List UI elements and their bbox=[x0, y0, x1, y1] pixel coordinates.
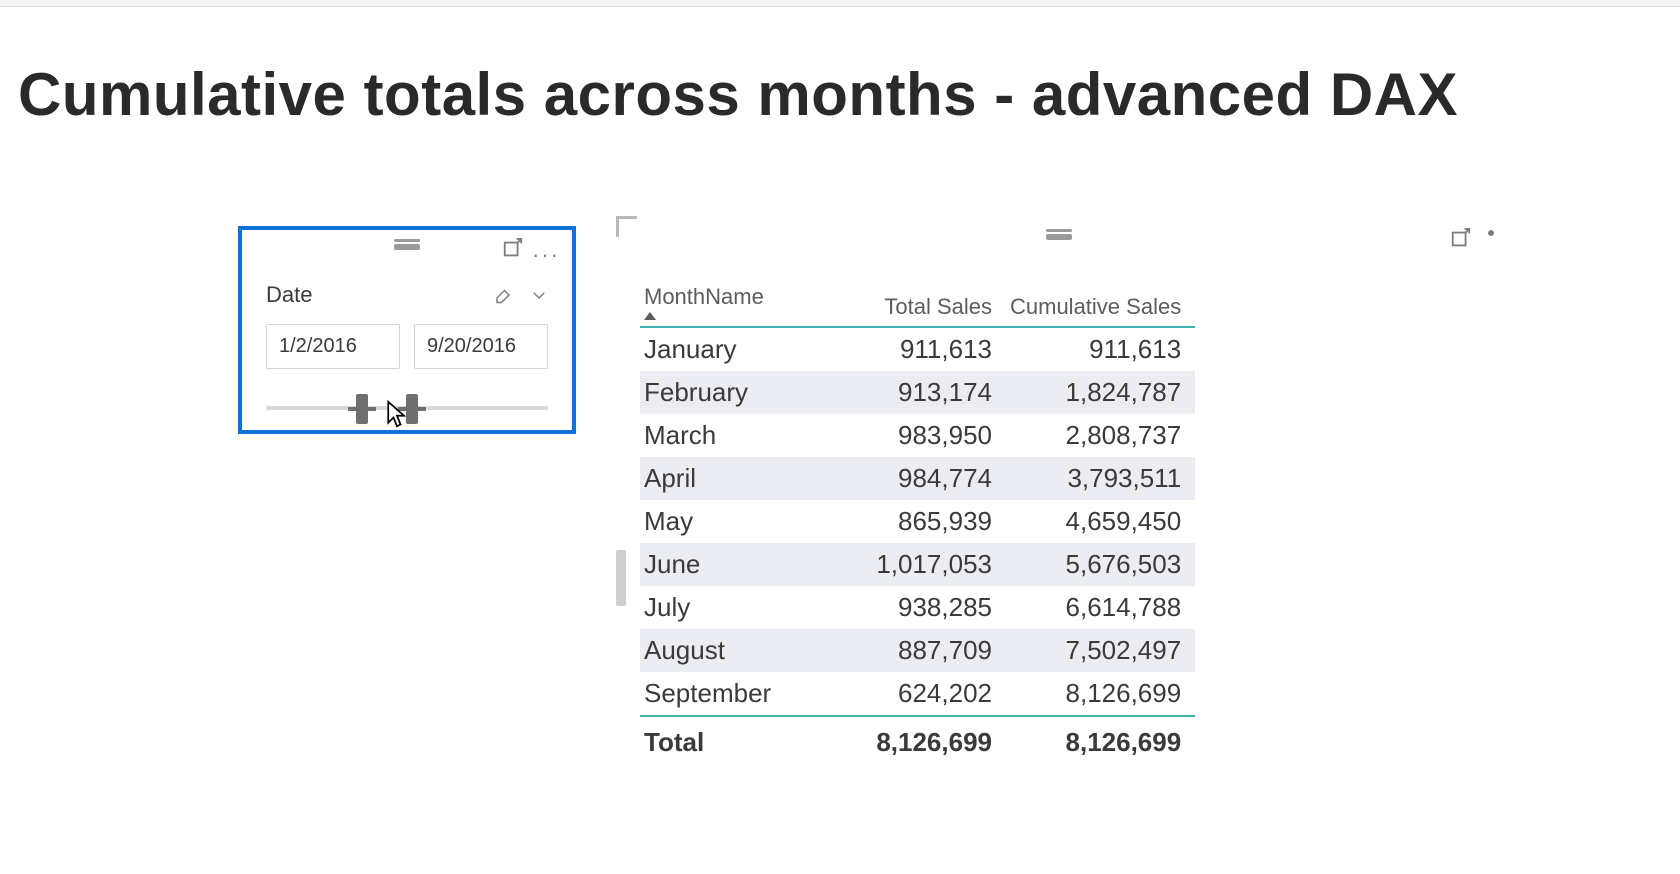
cell-total: 624,202 bbox=[818, 672, 1006, 716]
table-row[interactable]: April984,7743,793,511 bbox=[640, 457, 1195, 500]
cell-total: 983,950 bbox=[818, 414, 1006, 457]
cell-total: 865,939 bbox=[818, 500, 1006, 543]
cell-month: July bbox=[640, 586, 818, 629]
focus-mode-icon[interactable] bbox=[1450, 228, 1472, 250]
date-range-inputs: 1/2/2016 9/20/2016 bbox=[266, 324, 548, 369]
table-row[interactable]: July938,2856,614,788 bbox=[640, 586, 1195, 629]
end-date-input[interactable]: 9/20/2016 bbox=[414, 324, 548, 369]
range-slider-handle-start[interactable] bbox=[356, 394, 368, 424]
table-row[interactable]: June1,017,0535,676,503 bbox=[640, 543, 1195, 586]
cell-total: 1,017,053 bbox=[818, 543, 1006, 586]
cell-total: 911,613 bbox=[818, 327, 1006, 371]
table-header-row: MonthName Total Sales Cumulative Sales bbox=[640, 276, 1195, 327]
table-total-row: Total 8,126,699 8,126,699 bbox=[640, 716, 1195, 764]
cell-cumulative: 8,126,699 bbox=[1006, 672, 1195, 716]
col-header-label: MonthName bbox=[644, 284, 764, 309]
cell-month: August bbox=[640, 629, 818, 672]
cell-total: 887,709 bbox=[818, 629, 1006, 672]
col-header-monthname[interactable]: MonthName bbox=[640, 276, 818, 327]
date-slicer[interactable]: ··· Date 1/2/2016 9/20/2016 bbox=[238, 226, 576, 434]
range-slider-track[interactable] bbox=[266, 406, 548, 410]
cell-total: 984,774 bbox=[818, 457, 1006, 500]
slicer-header-row: Date bbox=[266, 282, 548, 308]
table-body: January911,613911,613 February913,1741,8… bbox=[640, 327, 1195, 716]
vertical-scrollbar[interactable] bbox=[616, 550, 626, 606]
cell-cumulative: 2,808,737 bbox=[1006, 414, 1195, 457]
cell-total: 913,174 bbox=[818, 371, 1006, 414]
table-row[interactable]: May865,9394,659,450 bbox=[640, 500, 1195, 543]
cell-cumulative: 5,676,503 bbox=[1006, 543, 1195, 586]
cell-cumulative: 4,659,450 bbox=[1006, 500, 1195, 543]
cell-month: March bbox=[640, 414, 818, 457]
cell-month: April bbox=[640, 457, 818, 500]
sort-asc-icon bbox=[644, 312, 656, 320]
cell-month: May bbox=[640, 500, 818, 543]
cell-cumulative: 7,502,497 bbox=[1006, 629, 1195, 672]
more-options-icon[interactable]: ··· bbox=[532, 242, 560, 268]
table-row[interactable]: August887,7097,502,497 bbox=[640, 629, 1195, 672]
total-sales: 8,126,699 bbox=[818, 716, 1006, 764]
cell-month: February bbox=[640, 371, 818, 414]
drag-grip-icon[interactable] bbox=[394, 244, 420, 250]
col-header-total-sales[interactable]: Total Sales bbox=[818, 276, 1006, 327]
col-header-cumulative-sales[interactable]: Cumulative Sales bbox=[1006, 276, 1195, 327]
cell-cumulative: 911,613 bbox=[1006, 327, 1195, 371]
total-cumulative: 8,126,699 bbox=[1006, 716, 1195, 764]
table-row[interactable]: March983,9502,808,737 bbox=[640, 414, 1195, 457]
page-title: Cumulative totals across months - advanc… bbox=[18, 60, 1458, 129]
selection-corner-icon bbox=[616, 216, 637, 237]
cell-cumulative: 1,824,787 bbox=[1006, 371, 1195, 414]
cell-cumulative: 6,614,788 bbox=[1006, 586, 1195, 629]
start-date-input[interactable]: 1/2/2016 bbox=[266, 324, 400, 369]
table-row[interactable]: February913,1741,824,787 bbox=[640, 371, 1195, 414]
cell-cumulative: 3,793,511 bbox=[1006, 457, 1195, 500]
table-row[interactable]: September624,2028,126,699 bbox=[640, 672, 1195, 716]
more-options-icon[interactable] bbox=[1488, 230, 1494, 236]
total-label: Total bbox=[640, 716, 818, 764]
focus-mode-icon[interactable] bbox=[502, 238, 524, 260]
cell-total: 938,285 bbox=[818, 586, 1006, 629]
clear-filter-icon[interactable] bbox=[494, 286, 512, 304]
table-row[interactable]: January911,613911,613 bbox=[640, 327, 1195, 371]
cell-month: June bbox=[640, 543, 818, 586]
slicer-field-label: Date bbox=[266, 282, 312, 308]
sales-table-visual[interactable]: MonthName Total Sales Cumulative Sales J… bbox=[620, 220, 1498, 780]
app-chrome-strip bbox=[0, 0, 1680, 7]
sales-table: MonthName Total Sales Cumulative Sales J… bbox=[640, 276, 1195, 764]
cell-month: January bbox=[640, 327, 818, 371]
drag-grip-icon[interactable] bbox=[1046, 234, 1072, 240]
chevron-down-icon[interactable] bbox=[530, 286, 548, 304]
mouse-cursor-icon bbox=[386, 400, 408, 428]
cell-month: September bbox=[640, 672, 818, 716]
